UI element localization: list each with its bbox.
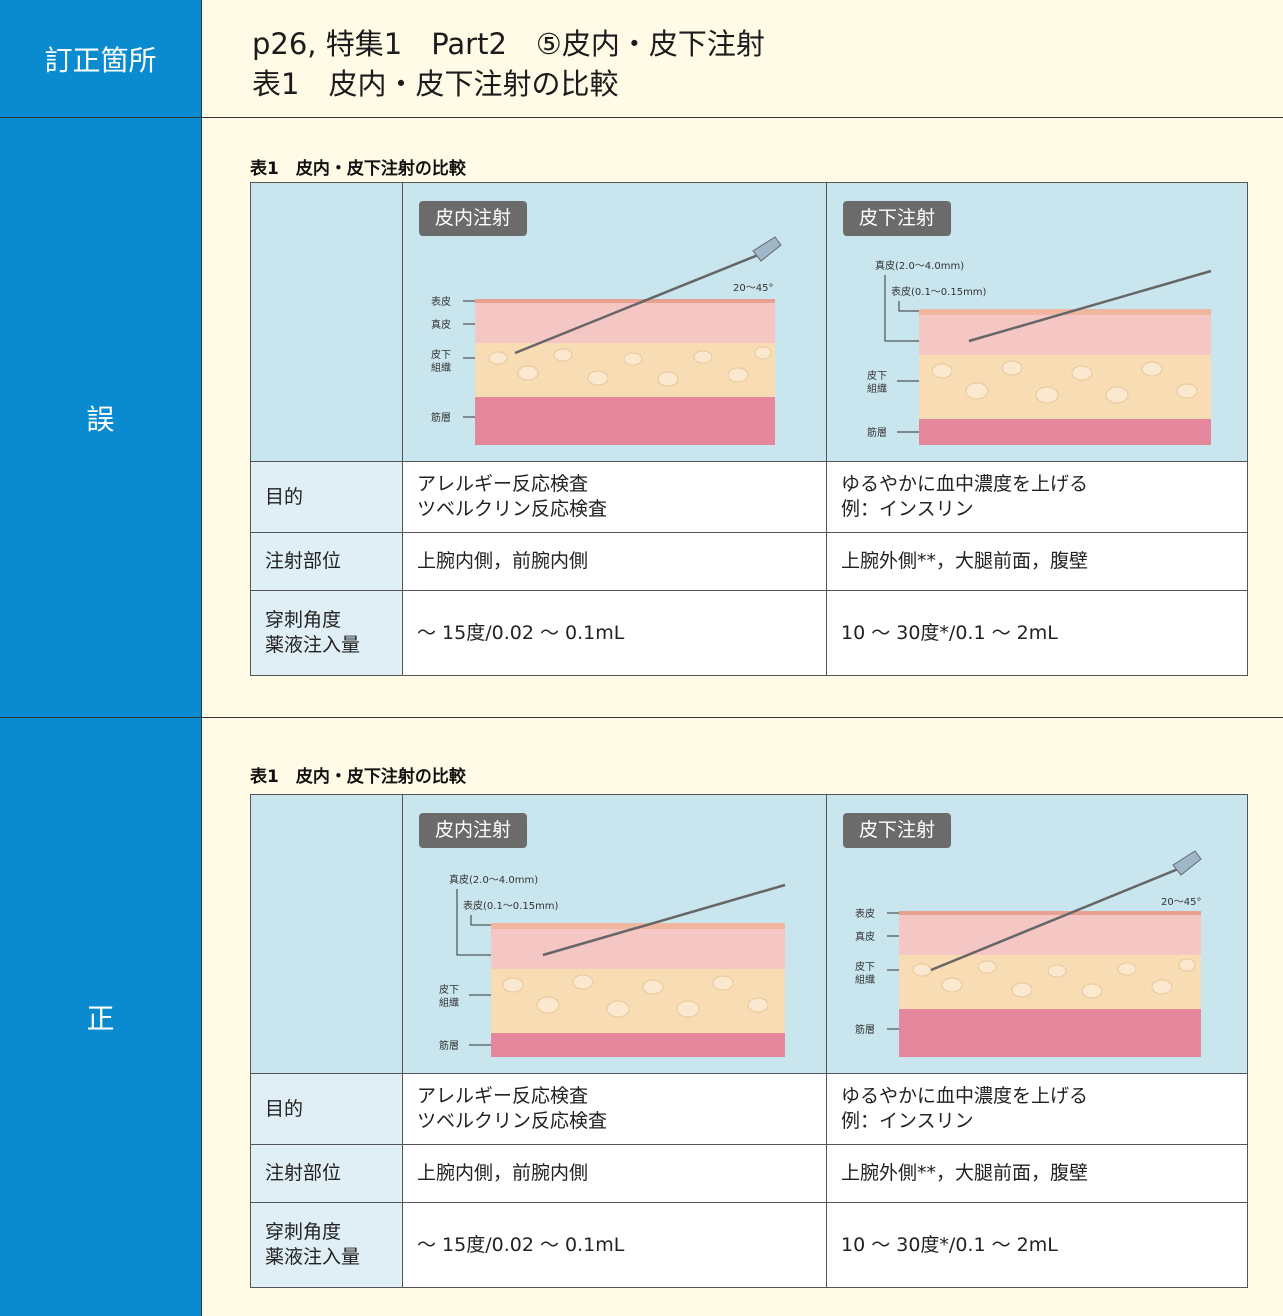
label-dermis-depth: 真皮(2.0〜4.0mm) [875, 259, 964, 272]
subcutaneous-image-cell: 皮下注射 [826, 795, 1247, 1073]
subcutaneous-title: 皮下注射 [843, 813, 952, 848]
label-dermis: 真皮 [431, 318, 451, 331]
subcutaneous-image-cell: 皮下注射 [826, 183, 1247, 461]
row-value-subcutaneous: ゆるやかに血中濃度を上げる 例：インスリン [826, 462, 1247, 532]
label-muscle: 筋層 [439, 1039, 459, 1052]
header-text: p26, 特集1 Part2 ⑤皮内・皮下注射 表1 皮内・皮下注射の比較 [252, 24, 765, 104]
row-value-intradermal: 〜 15度/0.02 〜 0.1mL [402, 591, 826, 675]
wrong-section: 誤 表1 皮内・皮下注射の比較 皮内注射 [0, 118, 1283, 718]
subcutaneous-illustration: 表皮 真皮 皮下 組織 筋層 20〜45° [855, 850, 1202, 1057]
table-caption: 表1 皮内・皮下注射の比較 [250, 767, 466, 787]
row-value-subcutaneous: 10 〜 30度*/0.1 〜 2mL [826, 1203, 1247, 1287]
row-head: 注射部位 [251, 1145, 402, 1202]
header-content: p26, 特集1 Part2 ⑤皮内・皮下注射 表1 皮内・皮下注射の比較 [202, 0, 1283, 117]
row-head: 目的 [251, 1074, 402, 1144]
row-value-intradermal: 〜 15度/0.02 〜 0.1mL [402, 1203, 826, 1287]
label-dermis-depth: 真皮(2.0〜4.0mm) [449, 873, 538, 886]
table-row-purpose: 目的 アレルギー反応検査 ツベルクリン反応検査 ゆるやかに血中濃度を上げる 例：… [251, 1073, 1247, 1144]
header-line2: 表1 皮内・皮下注射の比較 [252, 67, 619, 101]
row-value-subcutaneous: 上腕外側**，大腿前面，腹壁 [826, 1145, 1247, 1202]
row-value-subcutaneous: ゆるやかに血中濃度を上げる 例：インスリン [826, 1074, 1247, 1144]
row-value-intradermal: 上腕内側，前腕内側 [402, 533, 826, 590]
image-row: 皮内注射 [251, 795, 1247, 1073]
empty-head-cell [251, 795, 402, 1073]
table-caption: 表1 皮内・皮下注射の比較 [250, 159, 466, 179]
label-tissue: 組織 [867, 382, 887, 395]
comparison-table: 皮内注射 [250, 182, 1248, 676]
label-subcutaneous: 皮下 [431, 348, 451, 361]
subcutaneous-illustration: 真皮(2.0〜4.0mm) 表皮(0.1〜0.15mm) 皮下 組織 筋層 [867, 259, 1212, 445]
table-row-angle: 穿刺角度 薬液注入量 〜 15度/0.02 〜 0.1mL 10 〜 30度*/… [251, 1202, 1247, 1287]
label-epidermis-depth: 表皮(0.1〜0.15mm) [891, 285, 987, 298]
row-value-subcutaneous: 10 〜 30度*/0.1 〜 2mL [826, 591, 1247, 675]
intradermal-image-cell: 皮内注射 [402, 795, 826, 1073]
row-head: 目的 [251, 462, 402, 532]
label-tissue: 組織 [855, 973, 875, 986]
row-head: 穿刺角度 薬液注入量 [251, 591, 402, 675]
label-angle: 20〜45° [733, 283, 773, 294]
wrong-content: 表1 皮内・皮下注射の比較 皮内注射 [202, 118, 1283, 717]
label-subcutaneous: 皮下 [867, 369, 887, 382]
label-epidermis: 表皮 [855, 907, 875, 920]
row-value-subcutaneous: 上腕外側**，大腿前面，腹壁 [826, 533, 1247, 590]
image-row: 皮内注射 [251, 183, 1247, 461]
label-subcutaneous: 皮下 [439, 983, 459, 996]
label-dermis: 真皮 [855, 930, 875, 943]
label-muscle: 筋層 [431, 411, 451, 424]
label-epidermis: 表皮 [431, 295, 451, 308]
intradermal-title: 皮内注射 [419, 201, 528, 236]
intradermal-title: 皮内注射 [419, 813, 528, 848]
label-angle: 20〜45° [1161, 897, 1201, 908]
row-head: 注射部位 [251, 533, 402, 590]
label-subcutaneous: 皮下 [855, 960, 875, 973]
header-line1: p26, 特集1 Part2 ⑤皮内・皮下注射 [252, 27, 765, 61]
row-value-intradermal: 上腕内側，前腕内側 [402, 1145, 826, 1202]
table-row-angle: 穿刺角度 薬液注入量 〜 15度/0.02 〜 0.1mL 10 〜 30度*/… [251, 590, 1247, 675]
subcutaneous-title: 皮下注射 [843, 201, 952, 236]
row-value-intradermal: アレルギー反応検査 ツベルクリン反応検査 [402, 1074, 826, 1144]
wrong-label: 誤 [0, 118, 202, 717]
label-tissue: 組織 [431, 361, 451, 374]
correct-label: 正 [0, 718, 202, 1316]
label-epidermis-depth: 表皮(0.1〜0.15mm) [463, 899, 559, 912]
table-row-site: 注射部位 上腕内側，前腕内側 上腕外側**，大腿前面，腹壁 [251, 1144, 1247, 1202]
intradermal-image-cell: 皮内注射 [402, 183, 826, 461]
label-muscle: 筋層 [855, 1023, 875, 1036]
label-tissue: 組織 [439, 996, 459, 1009]
label-muscle: 筋層 [867, 426, 887, 439]
intradermal-illustration: 表皮 真皮 皮下 組織 筋層 20〜45° [431, 236, 782, 445]
header-row: 訂正箇所 p26, 特集1 Part2 ⑤皮内・皮下注射 表1 皮内・皮下注射の… [0, 0, 1283, 118]
correct-content: 表1 皮内・皮下注射の比較 皮内注射 [202, 718, 1283, 1316]
correction-location-label: 訂正箇所 [0, 0, 202, 117]
row-value-intradermal: アレルギー反応検査 ツベルクリン反応検査 [402, 462, 826, 532]
correct-section: 正 表1 皮内・皮下注射の比較 皮内注射 [0, 718, 1283, 1316]
row-head: 穿刺角度 薬液注入量 [251, 1203, 402, 1287]
intradermal-illustration: 真皮(2.0〜4.0mm) 表皮(0.1〜0.15mm) 皮下 組織 筋層 [439, 873, 786, 1057]
empty-head-cell [251, 183, 402, 461]
table-row-site: 注射部位 上腕内側，前腕内側 上腕外側**，大腿前面，腹壁 [251, 532, 1247, 590]
comparison-table: 皮内注射 [250, 794, 1248, 1288]
table-row-purpose: 目的 アレルギー反応検査 ツベルクリン反応検査 ゆるやかに血中濃度を上げる 例：… [251, 461, 1247, 532]
